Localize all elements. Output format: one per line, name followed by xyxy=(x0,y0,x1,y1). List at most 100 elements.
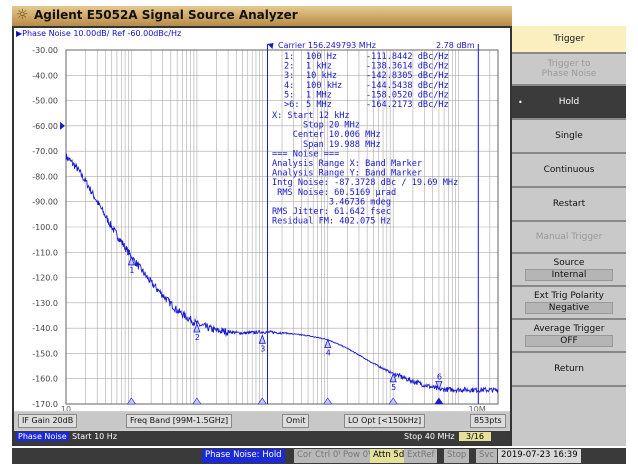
status-indicator: Svc xyxy=(476,449,498,463)
window-title-bar: ☼ Agilent E5052A Signal Source Analyzer xyxy=(12,6,512,26)
band-flag-icon xyxy=(267,43,274,49)
softkey-ext-trig-polarity[interactable]: Ext Trig Polarity Negative xyxy=(512,287,626,320)
marker-frequency: 1 kHz xyxy=(306,62,332,72)
softkey-restart[interactable]: Restart xyxy=(512,188,626,222)
softkey-label: Manual Trigger xyxy=(535,232,603,242)
marker-frequency: 5 MHz xyxy=(306,100,332,110)
marker-triangle-icon xyxy=(258,334,266,344)
marker-axis-indicator xyxy=(323,397,333,405)
y-tick-label: -70.00 xyxy=(32,147,58,156)
softkey-label: Ext Trig Polarity xyxy=(533,291,605,301)
marker-triangle-icon xyxy=(435,380,443,391)
softkey-source[interactable]: Source Internal xyxy=(512,254,626,287)
softkey-value: Internal xyxy=(525,269,613,281)
if-gain-button[interactable]: IF Gain 20dB xyxy=(18,414,78,428)
marker-axis-indicator xyxy=(126,397,136,405)
freq-band-button[interactable]: Freq Band [99M-1.5GHz] xyxy=(126,414,233,428)
marker-axis-indicator xyxy=(434,397,444,405)
marker-value: -142.8305 dBc/Hz xyxy=(366,71,449,81)
softkey-manual-trigger[interactable]: Manual Trigger xyxy=(512,222,626,254)
phase-noise-trace xyxy=(65,153,499,394)
y-tick-label: -60.00 xyxy=(32,122,58,131)
x-tick-label: 10 xyxy=(61,405,71,411)
marker-axis-indicator xyxy=(257,397,267,405)
points-button[interactable]: 853pts xyxy=(470,414,506,428)
channel-status-row: Phase Noise Start 10 Hz Stop 40 MHz 3/16 xyxy=(14,431,510,445)
analysis-text-line: Intg Noise: -87.3728 dBc / 19.69 MHz xyxy=(272,178,458,188)
y-tick-label: -150.0 xyxy=(32,349,58,358)
y-tick-label: -30.00 xyxy=(32,46,58,55)
marker-value: -164.2173 dBc/Hz xyxy=(366,100,449,110)
status-indicator: Stop xyxy=(444,449,470,463)
marker-id: 1: xyxy=(284,52,294,62)
softkey-label: Source xyxy=(553,258,585,268)
y-tick-label: -50.00 xyxy=(32,97,58,106)
marker-axis-indicator xyxy=(388,397,398,405)
analysis-text-line: Span 19.988 MHz xyxy=(272,140,381,150)
marker-triangle-icon xyxy=(324,338,332,349)
marker-triangle-icon xyxy=(193,322,201,333)
softkey-label: Continuous xyxy=(543,165,595,175)
marker-label: 6 xyxy=(437,372,442,381)
softkey-label: Return xyxy=(554,364,584,374)
stop-frequency: Stop 40 MHz xyxy=(404,432,455,441)
instrument-status-bar: Phase Noise: Hold Cor Ctrl 0V Pow 0V Attn 5d… xyxy=(12,448,626,464)
status-indicator: Pow 0V xyxy=(340,449,377,463)
marker-axis-indicator xyxy=(192,397,202,405)
status-indicator: Phase Noise: Hold xyxy=(202,449,285,463)
marker-frequency: 1 MHz xyxy=(306,90,332,100)
carrier-power: 2.78 dBm xyxy=(436,41,475,50)
y-tick-label: -110.0 xyxy=(32,248,58,257)
y-tick-label: -100.0 xyxy=(32,223,58,232)
marker-triangle-icon xyxy=(389,372,397,383)
omit-button[interactable]: Omit xyxy=(282,414,310,428)
marker-value: -111.8442 dBc/Hz xyxy=(366,52,449,62)
softkey-continuous[interactable]: Continuous xyxy=(512,154,626,188)
status-indicator: Attn 5dB xyxy=(370,449,414,463)
analysis-text-line: Residual FM: 402.075 Hz xyxy=(272,217,391,227)
status-indicator: 2019-07-23 16:39 xyxy=(498,449,581,463)
softkey-menu: Trigger Trigger to Phase Noise Hold • Single… xyxy=(512,26,626,446)
marker-label: 2 xyxy=(195,333,200,342)
lo-opt-button[interactable]: LO Opt [<150kHz] xyxy=(344,414,426,428)
measurement-label: Phase Noise xyxy=(16,432,69,441)
softkey-label: Restart xyxy=(552,199,586,209)
x-tick-label: 10M xyxy=(469,405,486,411)
softkey-trigger: Trigger xyxy=(512,26,626,54)
y-tick-label: -120.0 xyxy=(32,274,58,283)
softkey-label: Trigger xyxy=(553,34,585,44)
marker-value: -144.5438 dBc/Hz xyxy=(366,81,449,91)
sun-icon: ☼ xyxy=(16,7,29,23)
analysis-text-line: RMS Jitter: 61.642 fsec xyxy=(272,207,391,217)
softkey-hold[interactable]: Hold • xyxy=(512,86,626,120)
analysis-text-line: Center 10.006 MHz xyxy=(272,130,381,140)
selected-indicator-icon: • xyxy=(518,97,523,107)
y-tick-label: -170.0 xyxy=(32,400,58,409)
analysis-text-line: === Noise === xyxy=(272,149,339,159)
softkey-return[interactable]: Return xyxy=(512,353,626,387)
y-tick-label: -40.00 xyxy=(32,71,58,80)
marker-value: -138.3614 dBc/Hz xyxy=(366,62,449,72)
status-indicator: Cor xyxy=(294,449,315,463)
trace-info: ▶Phase Noise 10.00dB/ Ref -60.00dBc/Hz xyxy=(16,29,182,38)
softkey-trigger-to-phase-noise[interactable]: Trigger to Phase Noise xyxy=(512,54,626,86)
y-tick-label: -160.0 xyxy=(32,375,58,384)
page-indicator: 3/16 xyxy=(459,432,491,441)
instrument-display: ▶Phase Noise 10.00dB/ Ref -60.00dBc/Hz -… xyxy=(12,26,512,446)
marker-triangle-icon xyxy=(127,255,136,266)
softkey-value: OFF xyxy=(525,335,613,347)
softkey-single[interactable]: Single xyxy=(512,120,626,154)
analysis-text-line: Analysis Range Y: Band Marker xyxy=(272,169,422,179)
marker-id: 4: xyxy=(284,81,294,91)
plot-area: ▶Phase Noise 10.00dB/ Ref -60.00dBc/Hz -… xyxy=(14,28,510,414)
softkey-average-trigger[interactable]: Average Trigger OFF xyxy=(512,320,626,353)
marker-id: 3: xyxy=(284,71,294,81)
status-indicator: Ctrl 0V xyxy=(312,449,348,463)
marker-id: >6: xyxy=(284,100,300,110)
analysis-text-line: X: Start 12 kHz xyxy=(272,111,350,121)
marker-label: 5 xyxy=(391,383,396,392)
softkey-label: Trigger to Phase Noise xyxy=(541,59,597,79)
marker-label: 1 xyxy=(129,266,134,275)
marker-label: 3 xyxy=(260,344,265,353)
marker-id: 5: xyxy=(284,90,294,100)
